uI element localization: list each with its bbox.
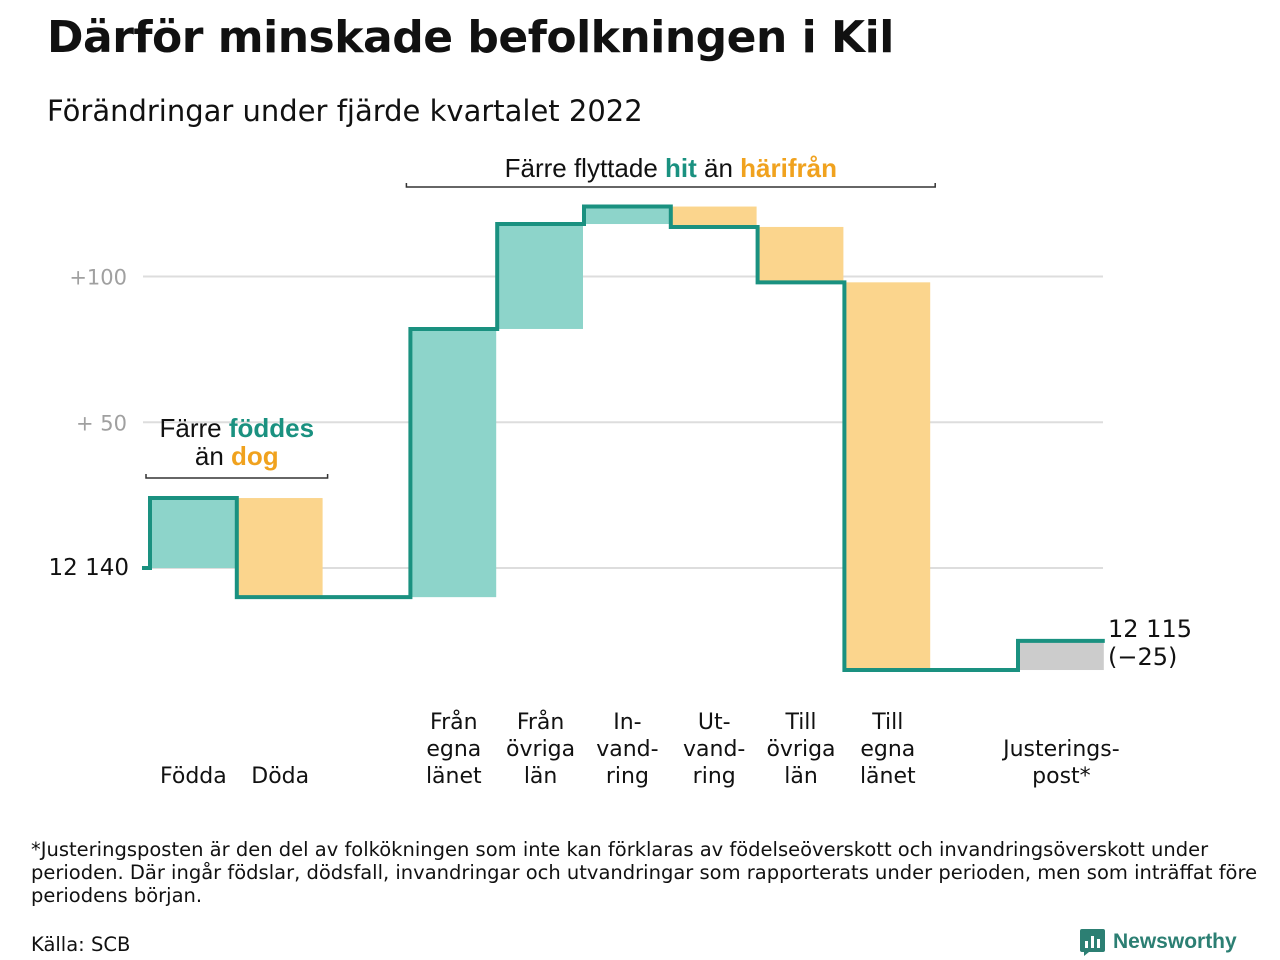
category-label: egna xyxy=(860,737,915,762)
waterfall-bar xyxy=(758,226,844,283)
category-label: län xyxy=(524,764,558,789)
category-label: län xyxy=(784,764,818,789)
category-label: vand- xyxy=(683,737,745,762)
category-label: ring xyxy=(606,764,649,789)
annotation-bracket xyxy=(145,474,329,479)
annotation-bracket xyxy=(405,183,936,188)
category-label: In- xyxy=(613,710,641,735)
end-value-label: 12 115 xyxy=(1108,615,1192,643)
category-label: Från xyxy=(517,709,565,735)
footnote: *Justeringsposten är den del av folkökni… xyxy=(31,838,1258,907)
waterfall-bar xyxy=(671,206,757,227)
chart-title: Därför minskade befolkningen i Kil xyxy=(47,12,894,63)
category-label: Ut- xyxy=(698,710,731,735)
y-tick-label: + 50 xyxy=(76,411,127,435)
category-label: Döda xyxy=(251,764,309,789)
category-label: Till xyxy=(784,710,816,735)
category-label: övriga xyxy=(506,737,575,762)
waterfall-bar xyxy=(585,206,670,225)
waterfall-bar xyxy=(411,328,497,598)
category-label: länet xyxy=(426,764,482,789)
annotation-text: än dog xyxy=(195,441,279,471)
category-label: vand- xyxy=(596,737,658,762)
category-label: Från xyxy=(430,709,478,735)
annotation-text: Färre flyttade hit än härifrån xyxy=(505,153,837,183)
chart-subtitle: Förändringar under fjärde kvartalet 2022 xyxy=(47,94,643,128)
category-label: länet xyxy=(860,764,916,789)
category-label: Till xyxy=(871,710,903,735)
category-label: övriga xyxy=(766,737,835,762)
category-label: Födda xyxy=(160,764,227,789)
source-note: Källa: SCB xyxy=(31,933,131,956)
waterfall-bar xyxy=(845,282,931,671)
y-tick-label: +100 xyxy=(69,266,127,290)
start-value-label: 12 140 xyxy=(49,555,129,581)
running-total-line xyxy=(142,204,1105,673)
category-label: Justerings- xyxy=(1001,737,1120,762)
newsworthy-logo: Newsworthy xyxy=(1080,928,1237,956)
newsworthy-logo-text: Newsworthy xyxy=(1113,930,1237,953)
newsworthy-logo-icon xyxy=(1080,929,1105,956)
category-label: post* xyxy=(1032,764,1091,789)
waterfall-bar xyxy=(498,224,583,329)
waterfall-bar xyxy=(1019,640,1104,671)
category-label: ring xyxy=(693,764,736,789)
net-change-label: (−25) xyxy=(1108,643,1177,671)
waterfall-bar xyxy=(237,498,323,598)
annotation-text: Färre föddes xyxy=(160,413,315,443)
waterfall-bar xyxy=(151,498,236,568)
category-label: egna xyxy=(426,737,481,762)
